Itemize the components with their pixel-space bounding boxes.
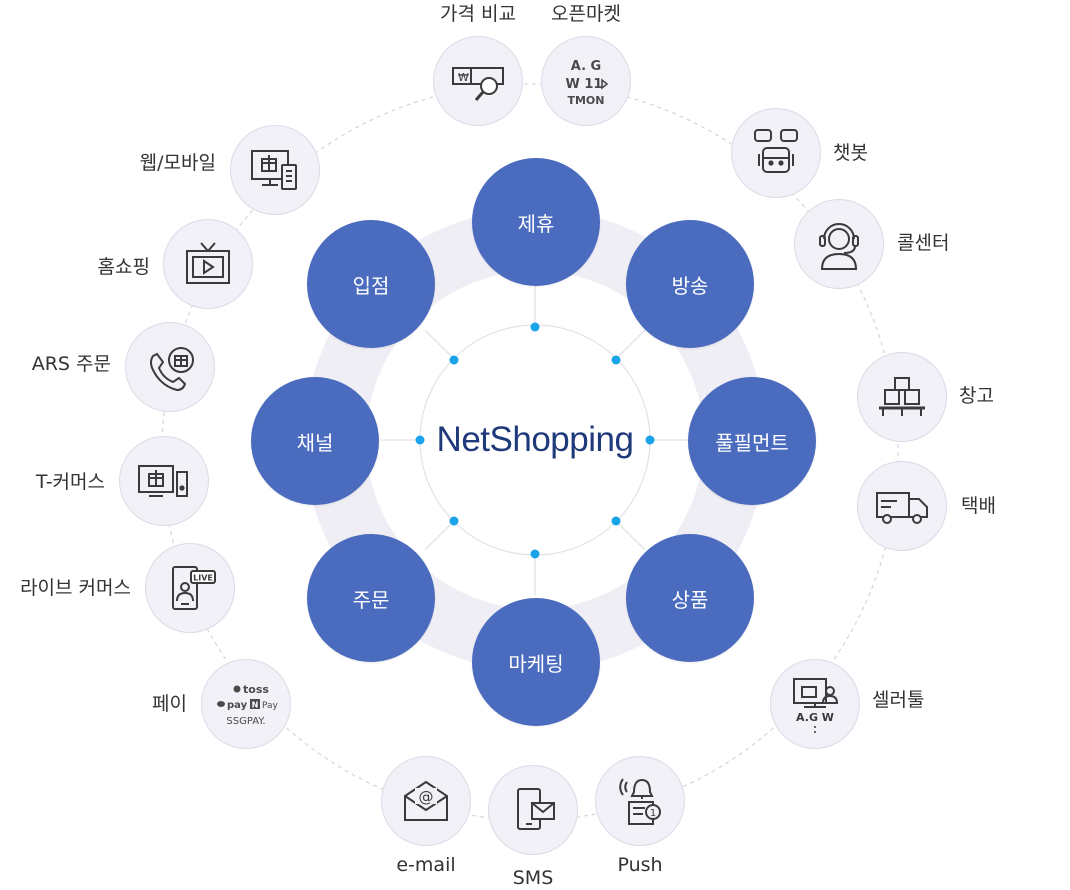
price-compare-icon: ₩ [452, 67, 504, 101]
seller-tool-marketplaces: A.G W [796, 711, 834, 724]
node-open-market: A. G W 11 TMON [541, 36, 631, 126]
node-t-commerce [119, 436, 209, 526]
push-notification-icon: 1 [619, 778, 661, 825]
logo-toss: toss [243, 683, 269, 696]
connector-dot [415, 435, 425, 445]
connector-dot [449, 355, 459, 365]
truck-icon [876, 492, 928, 524]
label-open-market: 오픈마켓 [551, 3, 621, 25]
inner-node-marketing: 마케팅 [472, 598, 600, 726]
label-seller-tool: 셀러툴 [872, 689, 925, 711]
node-price-compare: ₩ [433, 36, 523, 126]
pay-logos-icon: toss pay N Pay SSGPAY. [217, 683, 279, 727]
tv-play-icon [186, 242, 230, 284]
live-commerce-icon: LIVE [172, 566, 216, 610]
label-web-mobile: 웹/모바일 [139, 152, 216, 174]
logo-ssgpay: SSGPAY. [226, 716, 265, 727]
sms-phone-icon [517, 788, 555, 830]
logo-naver-n: N [252, 701, 259, 710]
logo-naver-pay: Pay [262, 701, 279, 711]
center-circle [422, 327, 648, 553]
label-warehouse: 창고 [959, 385, 994, 407]
web-mobile-icon [251, 150, 297, 190]
node-sms [488, 765, 578, 855]
boxes-icon [879, 377, 925, 416]
inner-node-label: 방송 [671, 273, 709, 298]
label-sms: SMS [512, 867, 554, 889]
inner-node-label: 풀필먼트 [715, 430, 789, 455]
seller-tool-icon: A.G W [793, 678, 839, 733]
email-icon: @ [404, 780, 448, 821]
label-pay: 페이 [152, 693, 187, 715]
inner-node-label: 제휴 [517, 211, 555, 236]
logo-ag: A. G [571, 59, 601, 74]
label-email: e-mail [396, 854, 456, 876]
connector-dot [645, 435, 655, 445]
label-t-commerce: T-커머스 [35, 471, 105, 493]
connector-dot [530, 549, 540, 559]
label-live-commerce: 라이브 커머스 [20, 577, 131, 599]
label-call-center: 콜센터 [897, 232, 950, 254]
inner-node-fulfillment: 풀필먼트 [688, 377, 816, 505]
logo-11st: W 11 [566, 77, 603, 92]
inner-node-ipjeom: 입점 [307, 220, 435, 348]
node-home-shopping [163, 219, 253, 309]
label-chatbot: 챗봇 [833, 142, 868, 164]
label-push: Push [617, 854, 663, 876]
node-warehouse [857, 352, 947, 442]
connector-dot [449, 516, 459, 526]
inner-node-bangsong: 방송 [626, 220, 754, 348]
svg-text:₩: ₩ [458, 71, 469, 84]
connector-dot [611, 355, 621, 365]
inner-node-sangpum: 상품 [626, 534, 754, 662]
node-web-mobile [230, 125, 320, 215]
inner-node-label: 입점 [352, 273, 390, 298]
inner-node-label: 채널 [296, 430, 334, 455]
svg-text:@: @ [419, 788, 434, 806]
inner-node-label: 상품 [671, 587, 709, 612]
node-push: 1 [595, 756, 685, 846]
inner-node-label: 마케팅 [508, 651, 564, 676]
spokes [380, 285, 690, 595]
node-email: @ [381, 756, 471, 846]
node-chatbot [731, 108, 821, 198]
label-price-compare: 가격 비교 [440, 3, 516, 25]
node-seller-tool: A.G W [770, 659, 860, 749]
live-badge: LIVE [193, 574, 213, 583]
inner-node-label: 주문 [352, 587, 390, 612]
logo-tmon: TMON [567, 94, 604, 107]
label-delivery: 택배 [961, 495, 996, 517]
node-ars-order [125, 322, 215, 412]
inner-node-jehu: 제휴 [472, 158, 600, 286]
node-live-commerce: LIVE [145, 543, 235, 633]
node-call-center [794, 199, 884, 289]
label-home-shopping: 홈쇼핑 [97, 256, 150, 278]
center-title: NetShopping [436, 420, 634, 459]
phone-order-icon [150, 347, 194, 392]
headset-icon [819, 223, 859, 270]
node-pay: toss pay N Pay SSGPAY. [201, 659, 291, 749]
open-market-logos-icon: A. G W 11 TMON [566, 59, 609, 107]
svg-text:1: 1 [650, 808, 656, 819]
label-ars-order: ARS 주문 [31, 353, 111, 375]
connector-dot [611, 516, 621, 526]
tv-commerce-icon [138, 465, 188, 497]
inner-node-chaenel: 채널 [251, 377, 379, 505]
logo-kakaopay: pay [227, 700, 248, 711]
connector-dot [530, 322, 540, 332]
inner-node-jumun: 주문 [307, 534, 435, 662]
node-delivery [857, 461, 947, 551]
chatbot-icon [754, 129, 798, 173]
